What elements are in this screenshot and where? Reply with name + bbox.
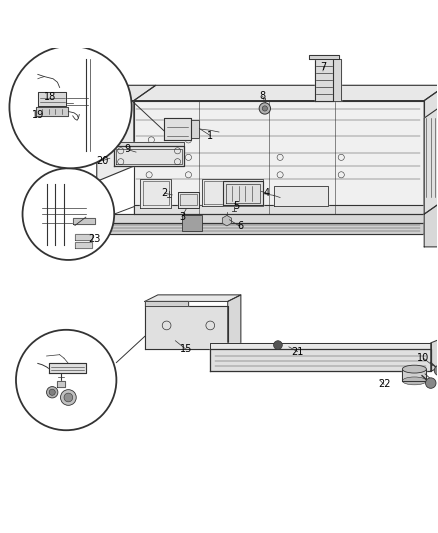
Text: 20: 20 xyxy=(96,156,108,166)
Polygon shape xyxy=(97,223,424,234)
Polygon shape xyxy=(49,364,86,374)
Text: 9: 9 xyxy=(124,144,131,155)
Polygon shape xyxy=(38,92,66,106)
Circle shape xyxy=(64,393,73,402)
Polygon shape xyxy=(134,85,438,101)
Circle shape xyxy=(259,103,271,114)
Text: 7: 7 xyxy=(321,61,327,71)
Circle shape xyxy=(22,168,114,260)
Polygon shape xyxy=(73,219,95,224)
Circle shape xyxy=(60,390,76,405)
Polygon shape xyxy=(97,85,155,101)
Text: 6: 6 xyxy=(237,221,243,231)
Text: 18: 18 xyxy=(43,92,56,102)
Polygon shape xyxy=(145,295,241,302)
Text: 15: 15 xyxy=(180,344,192,354)
Text: 4: 4 xyxy=(264,188,270,198)
Polygon shape xyxy=(201,179,263,206)
Polygon shape xyxy=(141,179,171,207)
Polygon shape xyxy=(114,147,184,166)
Text: 19: 19 xyxy=(32,110,44,119)
Text: 22: 22 xyxy=(378,379,390,390)
Text: 3: 3 xyxy=(179,212,185,222)
Text: 10: 10 xyxy=(417,353,429,363)
Text: 21: 21 xyxy=(291,346,304,357)
Polygon shape xyxy=(145,302,188,306)
Text: 2: 2 xyxy=(161,188,168,198)
Polygon shape xyxy=(403,369,426,381)
Polygon shape xyxy=(145,302,228,350)
Polygon shape xyxy=(223,181,263,205)
Polygon shape xyxy=(431,338,438,372)
Circle shape xyxy=(274,341,283,350)
Circle shape xyxy=(46,386,58,398)
Polygon shape xyxy=(424,103,438,214)
Text: 8: 8 xyxy=(260,91,266,101)
Polygon shape xyxy=(274,185,328,206)
Polygon shape xyxy=(97,101,134,181)
Text: 23: 23 xyxy=(88,235,101,245)
Ellipse shape xyxy=(403,377,426,385)
Polygon shape xyxy=(60,223,97,247)
Polygon shape xyxy=(75,234,92,240)
Circle shape xyxy=(426,378,436,389)
Polygon shape xyxy=(228,295,241,350)
Polygon shape xyxy=(177,192,199,207)
Polygon shape xyxy=(114,142,184,147)
Text: 5: 5 xyxy=(233,201,240,211)
Polygon shape xyxy=(424,85,438,214)
Circle shape xyxy=(16,330,117,430)
Polygon shape xyxy=(332,59,341,101)
Polygon shape xyxy=(57,381,65,386)
Polygon shape xyxy=(134,205,424,214)
Ellipse shape xyxy=(403,365,426,373)
Circle shape xyxy=(10,46,132,168)
Text: 1: 1 xyxy=(207,131,213,141)
Polygon shape xyxy=(134,101,424,214)
Circle shape xyxy=(49,389,55,395)
Polygon shape xyxy=(424,223,438,247)
Polygon shape xyxy=(97,214,424,223)
Polygon shape xyxy=(210,343,431,350)
Polygon shape xyxy=(424,199,438,247)
Polygon shape xyxy=(75,243,92,248)
Polygon shape xyxy=(308,55,339,59)
Polygon shape xyxy=(191,120,199,138)
Polygon shape xyxy=(35,107,68,116)
Circle shape xyxy=(434,365,438,376)
Polygon shape xyxy=(315,57,332,101)
Circle shape xyxy=(262,106,268,111)
Bar xyxy=(182,215,201,231)
Polygon shape xyxy=(164,118,191,140)
Polygon shape xyxy=(210,350,431,372)
